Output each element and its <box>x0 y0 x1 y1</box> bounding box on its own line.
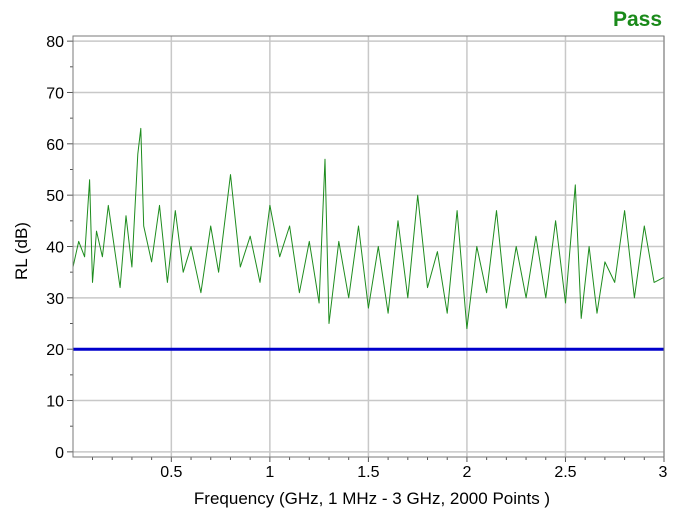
y-tick-label: 30 <box>46 291 64 308</box>
x-tick-label: 3 <box>659 464 668 481</box>
y-tick-label: 70 <box>46 85 64 102</box>
return-loss-trace <box>72 127 665 330</box>
x-tick-label: 0.5 <box>160 464 182 481</box>
y-tick-label: 60 <box>46 137 64 154</box>
plot-area-frame <box>72 35 665 458</box>
grid <box>73 36 665 457</box>
x-axis-title: Frequency (GHz, 1 MHz - 3 GHz, 2000 Poin… <box>194 489 550 508</box>
x-tick-label: 2.5 <box>554 464 576 481</box>
y-tick-label: 20 <box>46 342 64 359</box>
pass-status: Pass <box>613 8 662 31</box>
y-axis-ticks: 0 10 20 30 40 50 60 70 80 <box>46 34 73 462</box>
x-axis-ticks: 0.5 1 1.5 2 2.5 3 <box>92 457 668 481</box>
y-tick-label: 40 <box>46 240 64 257</box>
y-tick-label: 50 <box>46 188 64 205</box>
y-tick-label: 0 <box>55 445 64 462</box>
x-tick-label: 1 <box>265 464 274 481</box>
x-tick-label: 2 <box>462 464 471 481</box>
plot-series <box>72 127 665 351</box>
y-tick-label: 80 <box>46 34 64 51</box>
y-tick-label: 10 <box>46 394 64 411</box>
x-tick-label: 1.5 <box>357 464 379 481</box>
y-axis-title: RL (dB) <box>12 222 31 280</box>
